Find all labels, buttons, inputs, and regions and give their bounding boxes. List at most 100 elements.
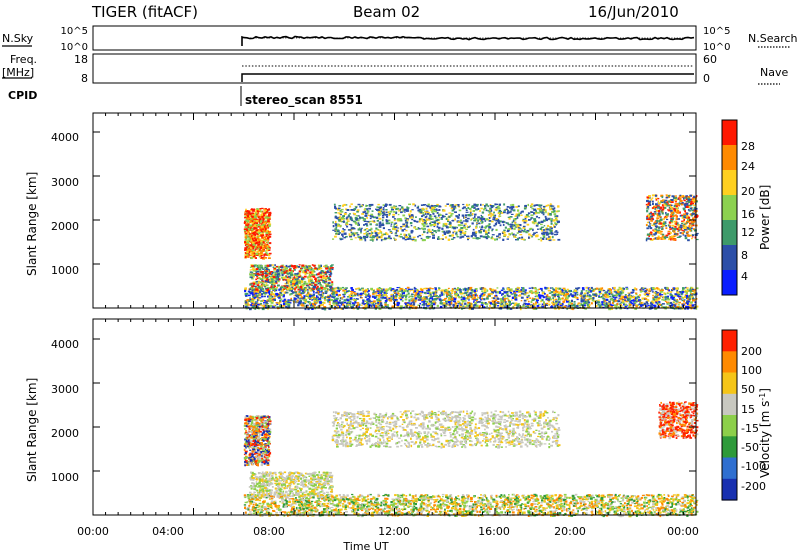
data-cell (458, 214, 460, 216)
data-cell (278, 297, 280, 299)
data-cell (339, 216, 341, 218)
data-cell (285, 303, 288, 305)
data-cell (255, 293, 258, 295)
data-cell (558, 294, 560, 296)
data-cell (515, 291, 518, 292)
data-cell (548, 304, 550, 306)
data-cell (415, 228, 418, 230)
data-cell (322, 281, 324, 283)
data-cell (371, 216, 373, 218)
data-cell (601, 296, 603, 297)
data-cell (334, 204, 336, 206)
data-cell (281, 294, 283, 296)
data-cell (552, 297, 554, 299)
data-cell (577, 304, 579, 305)
data-cell (438, 287, 440, 289)
data-cell (405, 296, 407, 298)
data-cell (350, 291, 352, 292)
data-cell (555, 300, 557, 302)
data-cell (334, 206, 336, 208)
data-cell (585, 299, 588, 301)
data-cell (392, 290, 394, 291)
data-cell (253, 283, 255, 284)
data-cell (616, 292, 618, 294)
data-cell (460, 224, 463, 226)
data-cell (256, 246, 258, 247)
data-cell (464, 300, 467, 302)
data-cell (324, 302, 326, 304)
data-cell (390, 294, 393, 296)
freq-tick-top: 18 (74, 53, 88, 66)
data-cell (543, 214, 545, 216)
data-cell (250, 224, 253, 226)
data-cell (589, 294, 591, 295)
data-cell (655, 302, 657, 304)
data-cell (335, 221, 337, 223)
data-cell (317, 299, 319, 301)
data-cell (665, 293, 667, 295)
noise-right-tick-bottom: 10^0 (703, 42, 730, 53)
data-cell (302, 289, 304, 291)
data-cell (275, 274, 277, 276)
data-cell (663, 300, 666, 301)
data-cell (337, 290, 339, 292)
data-cell (335, 288, 337, 290)
plot-title: TIGER (fitACF) (91, 3, 198, 21)
data-cell (276, 271, 278, 273)
data-cell (368, 229, 371, 231)
data-cell (335, 212, 337, 213)
data-cell (274, 264, 276, 266)
data-cell (314, 284, 316, 286)
data-cell (365, 290, 367, 292)
data-cell (434, 296, 437, 297)
data-cell (338, 234, 340, 235)
data-cell (669, 291, 672, 293)
nave-tick-top: 60 (703, 53, 717, 66)
data-cell (638, 297, 640, 299)
data-cell (318, 265, 320, 267)
data-cell (273, 283, 275, 285)
data-cell (317, 277, 320, 279)
data-cell (351, 224, 353, 226)
data-cell (270, 305, 273, 307)
data-cell (504, 300, 506, 302)
data-cell (290, 293, 292, 295)
data-cell (244, 222, 246, 224)
data-cell (393, 205, 395, 206)
data-cell (397, 291, 399, 293)
data-cell (249, 297, 251, 298)
data-cell (568, 295, 570, 297)
data-cell (688, 306, 690, 308)
data-cell (538, 298, 540, 300)
data-cell (429, 300, 431, 302)
data-cell (647, 303, 649, 305)
data-cell (458, 296, 460, 298)
data-cell (438, 289, 440, 291)
data-cell (676, 288, 679, 290)
data-cell (262, 250, 265, 252)
data-cell (661, 289, 664, 291)
data-cell (346, 303, 349, 305)
data-cell (407, 287, 410, 289)
data-cell (368, 215, 370, 216)
data-cell (292, 284, 294, 286)
data-cell (339, 287, 342, 289)
data-cell (551, 223, 553, 225)
data-cell (559, 294, 561, 295)
data-cell (329, 301, 331, 303)
data-cell (561, 289, 563, 291)
data-cell (391, 207, 393, 209)
data-cell (568, 304, 570, 306)
data-cell (692, 290, 695, 292)
data-cell (507, 287, 509, 289)
data-cell (586, 290, 588, 292)
data-cell (531, 206, 533, 208)
data-cell (274, 269, 276, 270)
data-cell (444, 298, 447, 299)
data-cell (267, 272, 269, 273)
data-cell (625, 304, 627, 306)
data-cell (546, 303, 548, 304)
data-cell (307, 285, 309, 286)
data-cell (509, 218, 511, 220)
data-cell (269, 298, 272, 299)
